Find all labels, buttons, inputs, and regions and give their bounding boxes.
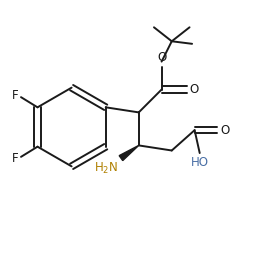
Text: H$_2$N: H$_2$N [94,161,118,176]
Text: F: F [12,152,19,165]
Text: O: O [189,83,198,96]
Text: O: O [219,124,228,137]
Polygon shape [119,145,138,161]
Text: F: F [12,89,19,102]
Text: O: O [156,51,166,64]
Text: HO: HO [190,155,208,169]
